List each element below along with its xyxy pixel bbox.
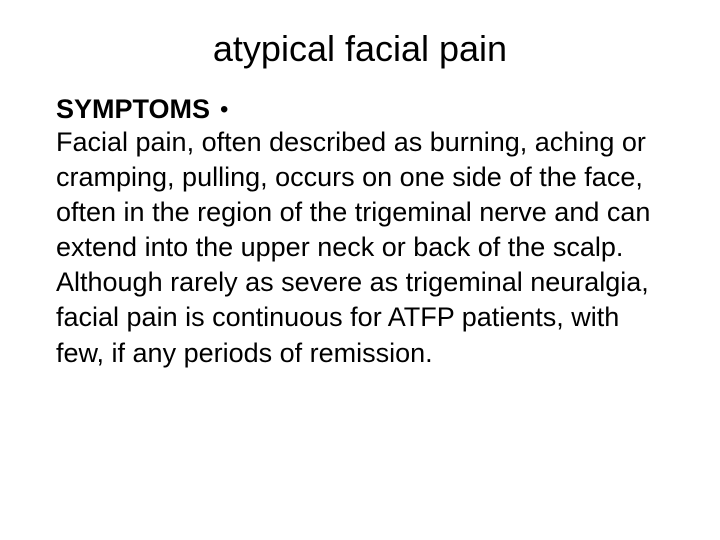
slide-title: atypical facial pain [50, 28, 670, 70]
bullet-marker: • [220, 96, 228, 124]
slide-content: SYMPTOMS • Facial pain, often described … [50, 94, 670, 371]
body-text: Facial pain, often described as burning,… [56, 125, 656, 371]
section-header: SYMPTOMS [56, 94, 210, 125]
header-line: SYMPTOMS • [56, 94, 670, 125]
